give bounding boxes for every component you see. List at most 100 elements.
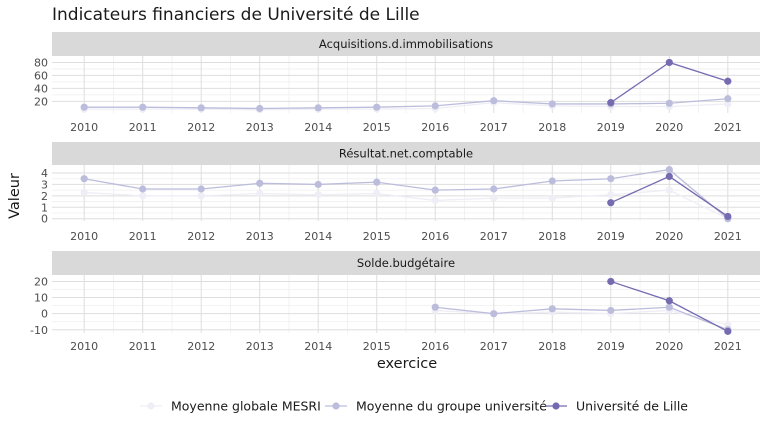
x-tick-label: 2014 — [304, 121, 332, 134]
x-tick-label: 2016 — [421, 340, 449, 353]
x-tick-label: 2019 — [597, 340, 625, 353]
data-point — [314, 180, 322, 189]
x-tick-label: 2021 — [714, 121, 742, 134]
data-point — [607, 99, 615, 107]
data-point — [431, 303, 439, 311]
data-point — [314, 104, 322, 112]
data-point — [548, 194, 556, 202]
data-point — [724, 327, 732, 335]
data-point — [607, 191, 615, 199]
y-tick-label: 4 — [41, 167, 48, 180]
x-tick-label: 2015 — [363, 121, 391, 134]
x-tick-label: 2012 — [187, 121, 215, 134]
data-point — [80, 175, 88, 183]
data-point — [548, 177, 556, 185]
data-point — [665, 297, 673, 305]
data-point — [490, 97, 498, 105]
legend-key-point — [332, 402, 340, 410]
legend: Moyenne globale MESRI Moyenne du groupe u… — [140, 399, 688, 414]
data-point — [256, 179, 264, 187]
y-tick-label: 40 — [34, 82, 48, 95]
x-tick-label: 2012 — [187, 340, 215, 353]
data-point — [607, 199, 615, 207]
data-point — [665, 165, 673, 174]
data-point — [373, 103, 381, 111]
y-tick-label: -10 — [30, 324, 48, 337]
facet-panel: Solde.budgétaire -10 0 10 20 2010 2011 2012 2013… — [30, 251, 760, 353]
legend-label: Moyenne du groupe université — [356, 399, 547, 414]
series-line — [84, 98, 728, 110]
facet-panels: Acquisitions.d.immobilisations2040608020… — [30, 32, 760, 353]
facet-strip — [52, 142, 760, 165]
data-point — [724, 100, 732, 108]
y-tick-label: 60 — [34, 69, 48, 82]
x-tick-label: 2017 — [480, 121, 508, 134]
x-tick-label: 2017 — [480, 340, 508, 353]
x-tick-label: 2020 — [655, 340, 683, 353]
x-tick-label: 2015 — [363, 340, 391, 353]
data-point — [431, 186, 439, 194]
y-tick-label: 10 — [34, 292, 48, 305]
x-axis-title: exercice — [377, 356, 437, 372]
data-point — [197, 192, 205, 200]
x-tick-label: 2011 — [129, 340, 157, 353]
data-point — [548, 305, 556, 313]
data-point — [724, 77, 732, 85]
data-point — [490, 185, 498, 193]
x-tick-label: 2017 — [480, 230, 508, 243]
data-point — [373, 189, 381, 198]
data-point — [80, 188, 88, 197]
x-tick-label: 2018 — [538, 230, 566, 243]
data-point — [490, 194, 498, 202]
facet-strip-label: Solde.budgétaire — [357, 256, 455, 270]
data-point — [665, 303, 673, 311]
data-point — [665, 99, 673, 107]
x-tick-label: 2014 — [304, 230, 332, 243]
x-tick-label: 2021 — [714, 230, 742, 243]
facet-strip — [52, 251, 760, 275]
y-axis-title: Valeur — [7, 173, 23, 219]
x-tick-label: 2016 — [421, 121, 449, 134]
x-tick-label: 2018 — [538, 340, 566, 353]
x-tick-label: 2010 — [70, 340, 98, 353]
legend-label: Université de Lille — [576, 399, 688, 414]
x-tick-label: 2010 — [70, 121, 98, 134]
data-point — [197, 104, 205, 112]
data-point — [314, 191, 322, 199]
x-tick-label: 2021 — [714, 340, 742, 353]
data-point — [80, 103, 88, 111]
y-tick-label: 2 — [41, 190, 48, 203]
y-tick-label: 20 — [34, 95, 48, 108]
series-line — [84, 168, 729, 220]
legend-item: Moyenne globale MESRI — [140, 399, 321, 414]
y-tick-label: 80 — [34, 56, 48, 69]
x-tick-label: 2010 — [70, 230, 98, 243]
y-tick-label: 3 — [41, 178, 48, 191]
x-tick-label: 2020 — [655, 230, 683, 243]
data-point — [197, 185, 205, 193]
data-point — [139, 103, 147, 111]
x-tick-label: 2011 — [129, 121, 157, 134]
data-point — [256, 104, 264, 113]
facet-strip-label: Acquisitions.d.immobilisations — [319, 37, 493, 51]
data-point — [548, 100, 556, 108]
legend-label: Moyenne globale MESRI — [171, 399, 321, 414]
data-point — [607, 277, 615, 286]
x-tick-label: 2013 — [246, 230, 274, 243]
data-point — [431, 196, 439, 205]
y-tick-label: 1 — [41, 201, 48, 214]
legend-key-point — [147, 402, 155, 410]
data-point — [256, 189, 264, 198]
data-point — [431, 102, 439, 110]
x-tick-label: 2011 — [129, 230, 157, 243]
x-tick-label: 2018 — [538, 121, 566, 134]
y-tick-label: 0 — [41, 213, 48, 226]
legend-key-point — [552, 402, 560, 410]
facet-strip — [52, 32, 760, 56]
series-line — [435, 306, 729, 331]
y-tick-label: 20 — [34, 275, 48, 288]
series-line — [84, 101, 728, 111]
data-point — [607, 306, 615, 315]
